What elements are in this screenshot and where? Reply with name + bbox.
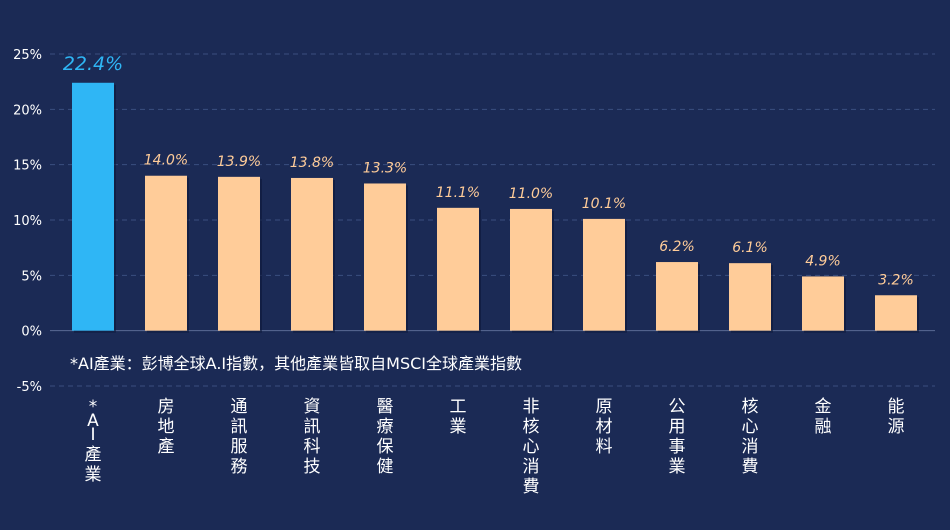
category-label: 原材料: [596, 397, 613, 457]
bar-value-label: 11.1%: [436, 185, 480, 201]
bar: [145, 175, 187, 331]
bar: [291, 177, 333, 331]
category-label: 工業: [450, 397, 467, 437]
bar-value-label: 3.2%: [878, 272, 914, 288]
y-axis: 25% 20% 15% 10% 5% 0% -5%: [13, 48, 42, 395]
bar-value-label: 13.9%: [217, 154, 261, 170]
category-label: 房地產: [158, 397, 175, 457]
bar: [802, 276, 844, 331]
y-tick-label: 15%: [13, 159, 42, 174]
y-tick-label: 20%: [13, 103, 42, 118]
bar-value-label: 22.4%: [63, 53, 123, 75]
bar: [437, 207, 479, 331]
bar-value-label: 6.2%: [659, 239, 695, 255]
category-label: * A I 產業: [85, 397, 102, 485]
y-tick-label: 25%: [13, 48, 42, 63]
bar: [875, 295, 917, 331]
footnote: *AI產業：彭博全球A.I指數，其他產業皆取自MSCI全球產業指數: [70, 354, 522, 373]
bar-value-label: 14.0%: [144, 153, 188, 169]
y-tick-label: -5%: [17, 380, 42, 395]
category-label: 非核心消費: [523, 397, 540, 497]
category-labels: * A I 產業 房地產 通訊服務 資訊科技 醫療保健 工業 非核心消費 原材料 公用事業 核心消費 金融…: [85, 397, 905, 497]
bar: [218, 176, 260, 331]
bar-value-label: 13.8%: [290, 155, 334, 171]
gridlines: [50, 53, 935, 387]
bar-value-label: 13.3%: [363, 160, 407, 176]
bar: [729, 263, 771, 331]
bar: [656, 262, 698, 331]
value-labels: 22.4% 14.0% 13.9% 13.8% 13.3% 11.1% 11.0% 10.1%…: [63, 53, 914, 288]
bar: [72, 82, 114, 331]
category-label: 能源: [888, 397, 905, 437]
category-label: 醫療保健: [377, 397, 394, 477]
bar: [510, 208, 552, 331]
y-tick-label: 0%: [21, 325, 42, 340]
y-tick-label: 5%: [21, 269, 42, 284]
category-label: 核心消費: [742, 397, 759, 477]
bar-value-label: 10.1%: [582, 196, 626, 212]
bars: [72, 82, 919, 333]
bar: [364, 183, 406, 331]
category-label: 資訊科技: [304, 397, 321, 477]
bar-value-label: 4.9%: [805, 253, 841, 269]
category-label: 公用事業: [669, 397, 686, 477]
category-label: 金融: [815, 397, 832, 437]
bar-value-label: 11.0%: [509, 186, 553, 202]
category-label: 通訊服務: [231, 397, 248, 477]
bar: [583, 218, 625, 331]
y-tick-label: 10%: [13, 214, 42, 229]
bar-value-label: 6.1%: [732, 240, 768, 256]
